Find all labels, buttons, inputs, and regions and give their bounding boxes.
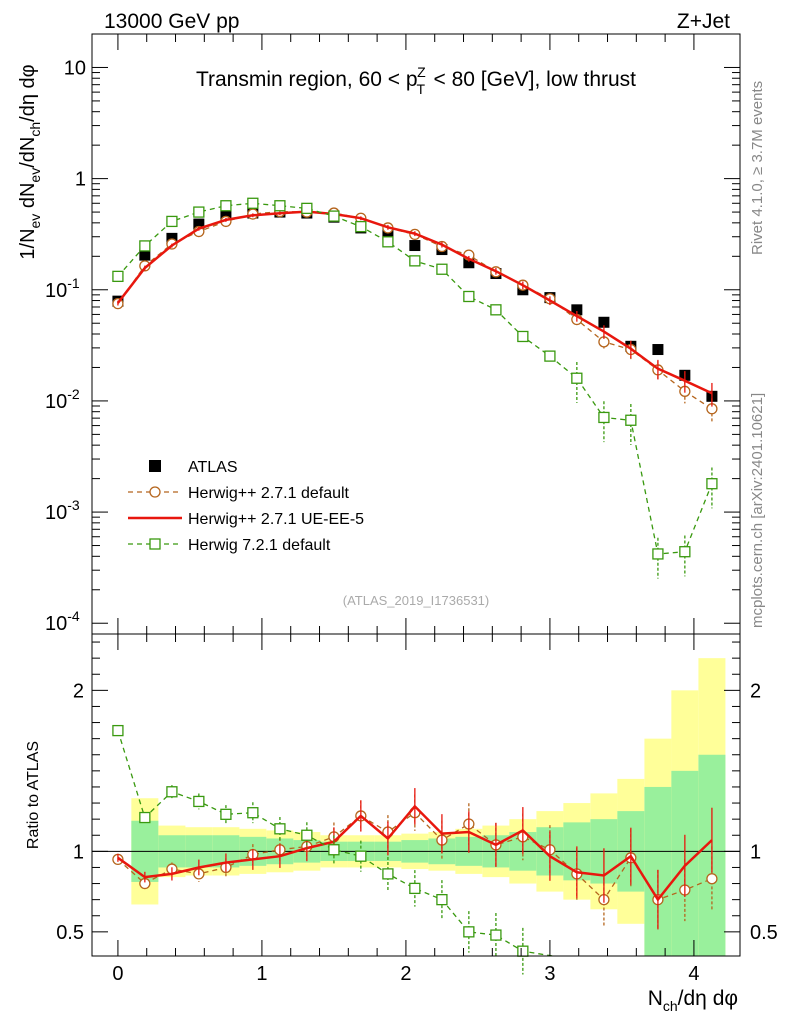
main-panel: 10-4 10-3 10-2 10-1 1 10 Transmin region, 60 …	[17, 33, 741, 635]
ratio-tick-label-left: 2	[73, 680, 84, 702]
herwig721-point	[652, 548, 664, 560]
herwig721-point	[598, 411, 610, 424]
atlas-point	[463, 257, 475, 269]
ratio-line	[117, 788, 713, 930]
y-tick-label: 10-4	[45, 608, 80, 635]
atlas-point	[598, 316, 610, 328]
herwig721-point	[382, 236, 394, 248]
ratio-square-point	[166, 786, 178, 798]
x-tick-label: 1	[256, 963, 267, 985]
atlas-point	[193, 218, 205, 230]
ratio-tick-label-left: 1	[73, 841, 84, 863]
atlas-point	[571, 304, 583, 316]
y-tick-label: 10	[64, 57, 86, 79]
legend-label: Herwig 7.2.1 default	[188, 537, 331, 554]
x-axis-label: Nch/dη dφ	[648, 987, 738, 1014]
y-axis-label: 1/Nev dNev/dNch/dη dφ	[17, 64, 43, 259]
ratio-series	[112, 724, 718, 975]
ratio-square-point	[112, 724, 124, 737]
ratio-square-point	[463, 926, 475, 938]
herwig721-point	[706, 478, 718, 490]
herwig721-point	[166, 215, 178, 228]
herwig721-point	[112, 270, 124, 283]
x-tick-label: 2	[400, 963, 411, 985]
herwig721-point	[220, 200, 232, 212]
chart-title: Transmin region, 60 < pTZ < 80 [GeV], lo…	[196, 64, 636, 97]
legend-label: Herwig++ 2.7.1 UE-EE-5	[188, 511, 364, 528]
herwig721-point	[193, 206, 205, 218]
herwig721-point	[463, 290, 475, 303]
x-tick-label: 3	[544, 963, 555, 985]
legend-label: Herwig++ 2.7.1 default	[188, 485, 350, 502]
ratio-panel: 0.5 0.5 1 1 2 2 0 1 2 3 4 Ratio to ATLAS	[25, 633, 778, 985]
ratio-square-point	[274, 823, 286, 835]
herwig721-point	[409, 255, 421, 267]
main-series	[112, 197, 718, 579]
atlas-point	[139, 249, 151, 261]
herwig721-point	[328, 210, 340, 222]
ratio-square-point	[517, 945, 529, 957]
legend-square-marker	[149, 538, 161, 550]
y-tick-label: 1	[75, 169, 86, 191]
legend-atlas-marker	[149, 460, 161, 472]
y-tick-label: 10-2	[45, 386, 80, 413]
atlas-point	[652, 344, 664, 356]
ratio-square-point	[247, 807, 259, 819]
legend-label: ATLAS	[188, 459, 238, 476]
x-tick-label: 4	[688, 963, 699, 985]
herwig721-point	[274, 200, 286, 212]
herwig721-point	[517, 330, 529, 343]
ratio-square-point	[382, 868, 394, 880]
ratio-circle-point	[706, 873, 718, 885]
herwig721-point	[436, 263, 448, 275]
ratio-square-point	[436, 894, 448, 906]
ratio-square-point	[409, 882, 421, 895]
legend-circle-marker	[149, 486, 161, 498]
herwig721-point	[490, 304, 502, 316]
ratio-frame	[91, 633, 741, 957]
ratio-tick-label-left: 0.5	[56, 922, 84, 944]
y-tick-label: 10-1	[45, 275, 80, 302]
atlas-point	[409, 240, 421, 252]
ratio-square-point	[490, 929, 502, 941]
herwig721-point	[247, 197, 259, 209]
ratio-axis-ticks: 0.5 0.5 1 1 2 2 0 1 2 3 4	[56, 634, 778, 985]
series-line	[116, 209, 713, 407]
herwig721-point	[301, 202, 313, 215]
herwig721-point	[679, 546, 691, 558]
watermark: (ATLAS_2019_I1736531)	[343, 593, 489, 608]
ratio-square-point	[220, 808, 232, 820]
ratio-square-point	[193, 795, 205, 808]
ratio-y-label: Ratio to ATLAS	[25, 741, 42, 849]
ratio-square-point	[355, 850, 367, 862]
ratio-square-point	[301, 829, 313, 841]
header-left: 13000 GeV pp	[104, 10, 239, 33]
legend: ATLAS Herwig++ 2.7.1 default Herwig++ 2.7.…	[128, 459, 364, 554]
series-circle	[112, 205, 718, 423]
ratio-tick-label-right: 0.5	[750, 922, 778, 944]
series-line	[117, 210, 713, 410]
herwig721-point	[139, 240, 151, 252]
header-right: Z+Jet	[677, 10, 730, 33]
herwig721-point	[625, 414, 637, 426]
main-axis-ticks: 10-4 10-3 10-2 10-1 1 10	[45, 33, 740, 635]
y-tick-label: 10-3	[45, 497, 80, 524]
herwig721-point	[544, 350, 556, 362]
ratio-tick-label-right: 2	[750, 680, 761, 702]
ratio-square	[112, 724, 553, 975]
ratio-square-point	[328, 844, 340, 856]
rivet-label: Rivet 4.1.0, ≥ 3.7M events	[749, 81, 766, 255]
x-tick-label: 0	[112, 963, 123, 985]
ratio-line	[117, 730, 553, 957]
herwig721-point	[355, 220, 367, 233]
ratio-tick-label-right: 1	[750, 841, 761, 863]
herwig721-point	[571, 372, 583, 384]
atlas-point	[382, 228, 394, 240]
mcplots-label: mcplots.cern.ch [arXiv:2401.10621]	[749, 393, 766, 628]
series-square	[112, 197, 718, 579]
ratio-square-point	[139, 811, 151, 824]
